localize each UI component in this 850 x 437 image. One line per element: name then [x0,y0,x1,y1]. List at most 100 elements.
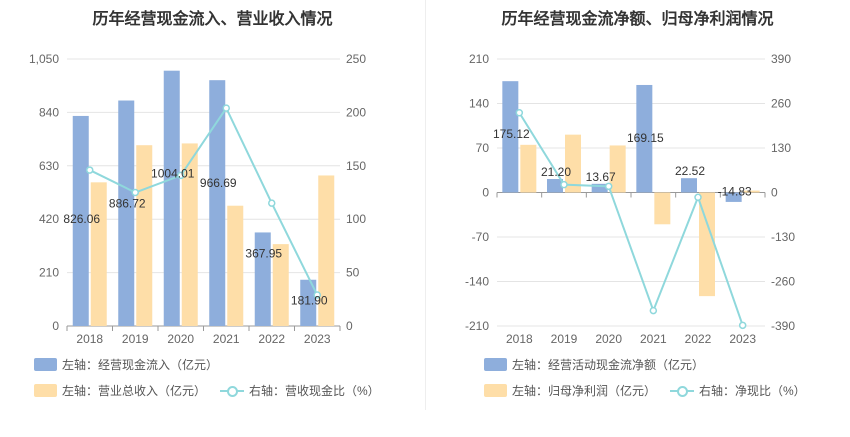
x-tick-label: 2023 [729,332,756,346]
y-right-tick-label: 250 [346,52,366,66]
bar-primary [209,80,226,326]
bar-secondary [90,182,107,326]
bar-data-label: 181.90 [291,294,328,308]
y-left-tick-label: 0 [52,319,59,333]
bar-secondary [227,205,244,326]
ratio-point [222,104,230,112]
y-left-tick-label: 210 [469,52,489,66]
x-tick-label: 2020 [595,332,622,346]
chart-panel-net-cash: 历年经营现金流净额、归母净利润情况 -210 -390 -140 -260 -70 -13… [425,0,850,437]
y-right-tick-label: 260 [771,97,791,111]
bar-data-label: 1004.01 [151,167,195,181]
y-left-tick-label: 140 [469,97,489,111]
ratio-line [518,112,744,326]
bar-data-label: -14.83 [718,185,752,199]
y-left-tick-label: 0 [482,186,489,200]
bar-data-label: 826.06 [63,212,100,226]
legend-swatch-orange [484,384,507,397]
x-tick-label: 2018 [506,332,533,346]
legend-item-net-profit[interactable]: 左轴：归母净利润（亿元） [484,382,656,399]
y-left-tick-label: -70 [472,230,490,244]
bar-primary [502,81,519,193]
x-tick-label: 2021 [213,332,240,346]
bar-secondary [654,192,671,225]
legend-label: 左轴：归母净利润（亿元） [512,384,657,398]
y-right-tick-label: 200 [346,105,366,119]
y-left-tick-label: -140 [465,275,489,289]
legend-label: 左轴：经营现金流入（亿元） [62,358,219,372]
y-left-tick-label: 210 [39,266,59,280]
y-right-tick-label: -260 [771,275,795,289]
chart-title: 历年经营现金流入、营业收入情况 [92,11,333,28]
ratio-point [604,182,613,191]
y-left-tick-label: 840 [39,105,59,119]
y-left-tick-label: 70 [476,141,490,155]
y-right-tick-label: 0 [771,186,778,200]
chart-net-cash-profit: -210 -390 -140 -260 -70 -130 0 0 70 130 140 260 210 3… [465,52,795,346]
bar-data-label: 169.15 [627,131,664,145]
chart-panel-cash-inflow: 历年经营现金流入、营业收入情况 0 0 210 50 420 100 630 150 840 20… [29,11,380,399]
ratio-point [694,193,702,202]
y-right-tick-label: 0 [346,319,353,333]
legend-label: 右轴：营收现金比（%） [249,384,380,398]
bar-primary [72,115,89,327]
ratio-point [131,188,139,197]
bar-secondary [565,134,581,193]
ratio-line [89,106,319,296]
legend-swatch-orange [34,384,57,397]
bar-primary [254,232,271,326]
ratio-point [560,180,568,189]
x-tick-label: 2023 [304,332,331,346]
ratio-point [177,171,185,180]
legend-label: 右轴：净现比（%） [699,384,806,398]
bar-secondary [520,144,537,193]
x-tick-label: 2020 [167,332,194,346]
bar-primary [163,70,180,326]
bar-data-label: 966.69 [200,176,237,190]
bar-data-label: 175.12 [493,127,530,141]
x-tick-label: 2019 [551,332,578,346]
y-right-tick-label: 50 [346,266,360,280]
y-right-tick-label: 390 [771,52,791,66]
x-tick-label: 2018 [76,332,103,346]
y-right-tick-label: 100 [346,212,366,226]
y-right-tick-label: -130 [771,230,795,244]
y-right-tick-label: 130 [771,141,791,155]
y-left-tick-label: 1,050 [29,52,59,66]
ratio-point [313,291,321,299]
x-tick-label: 2022 [258,332,285,346]
legend-swatch-line [220,384,244,397]
ratio-point [268,199,276,207]
bar-data-label: 886.72 [109,197,146,211]
panel-divider [425,0,426,410]
bar-secondary [272,244,289,326]
bar-data-label: 367.95 [245,246,282,260]
legend-swatch-blue [34,358,57,371]
bar-secondary [609,145,626,193]
ratio-point [649,306,658,315]
bar-secondary [136,145,153,326]
bar-primary [547,179,563,193]
bar-secondary [181,143,198,326]
bar-secondary [318,175,335,326]
bar-primary [118,100,135,326]
x-tick-label: 2021 [640,332,667,346]
legend-swatch-blue [484,358,507,371]
ratio-point [738,321,747,330]
y-left-tick-label: 630 [39,159,59,173]
y-left-tick-label: 420 [39,212,59,226]
legend-item-net-cash[interactable]: 左轴：经营活动现金流净额（亿元） [484,356,704,373]
chart-cash-inflow-revenue: 0 0 210 50 420 100 630 150 840 200 1,050 250 2018 201… [29,52,366,346]
legend-item-revenue[interactable]: 左轴：营业总收入（亿元） [34,382,206,399]
y-left-tick-label: -210 [465,319,489,333]
legend-item-cash-inflow[interactable]: 左轴：经营现金流入（亿元） [34,356,218,373]
y-right-tick-label: -390 [771,319,795,333]
bar-primary [681,178,697,193]
legend-item-cash-ratio[interactable]: 右轴：营收现金比（%） [220,382,380,399]
ratio-point [86,166,94,174]
bar-secondary [699,192,715,297]
legend-item-net-cash-ratio[interactable]: 右轴：净现比（%） [670,382,806,399]
bar-data-label: 21.20 [541,165,571,179]
x-tick-label: 2022 [685,332,712,346]
legend-label: 左轴：经营活动现金流净额（亿元） [512,358,705,372]
